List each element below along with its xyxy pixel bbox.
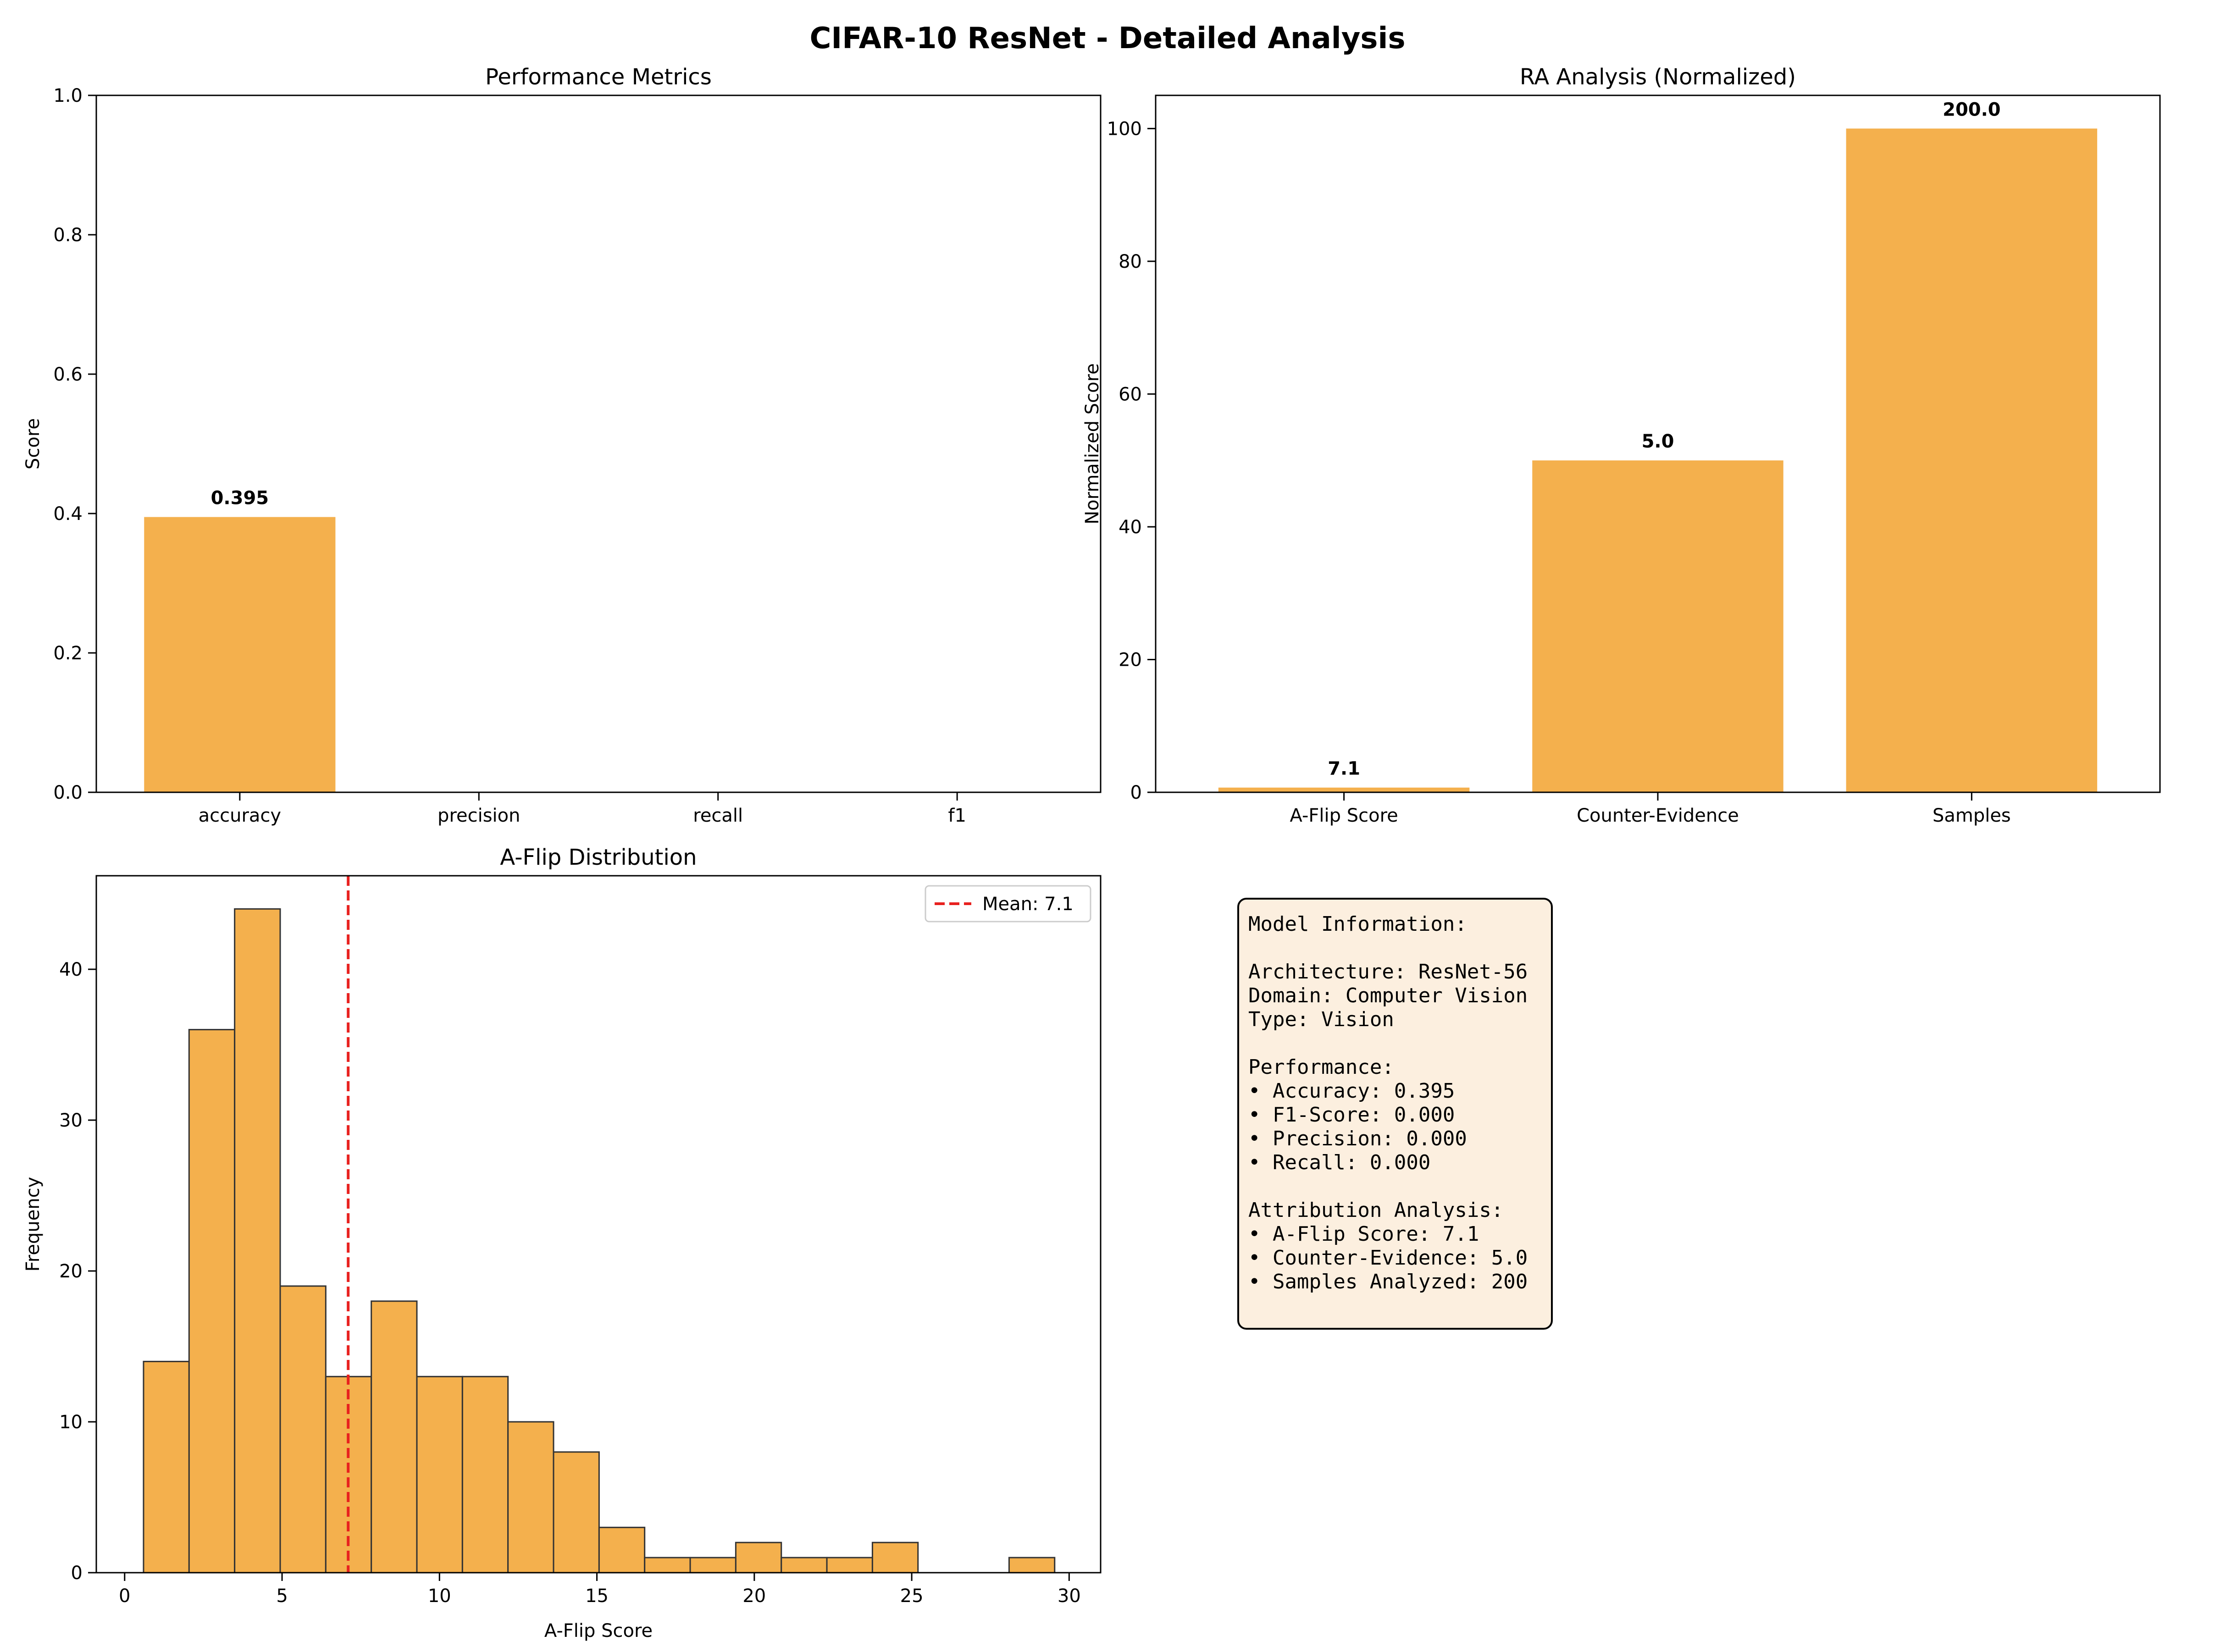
performance-xtick-label: f1 — [948, 805, 966, 826]
ra-data-label: 200.0 — [1943, 99, 2001, 120]
ra-bar-samples — [1846, 128, 2098, 792]
performance-ytick-label: 0.0 — [53, 782, 83, 803]
aflip-ytick-label: 20 — [59, 1261, 83, 1282]
aflip-legend-label: Mean: 7.1 — [982, 894, 1074, 915]
aflip-xtick-label: 25 — [900, 1586, 924, 1607]
info-line: Type: Vision — [1248, 1008, 1394, 1031]
performance-ytick-label: 0.6 — [53, 364, 83, 385]
aflip-bin — [644, 1557, 691, 1574]
aflip-ytick-label: 30 — [59, 1110, 83, 1131]
info-line: • F1-Score: 0.000 — [1248, 1103, 1455, 1127]
ra-xtick-label: Samples — [1933, 805, 2011, 826]
performance-bar-accuracy — [144, 517, 336, 792]
aflip-bin — [507, 1421, 554, 1574]
aflip-bin — [461, 1376, 509, 1574]
aflip-chart: 0 10 20 30 40 0 5 10 15 20 25 30 Mean: 7.1 A-Flip Dis… — [22, 845, 1102, 1641]
performance-ytick-label: 0.2 — [53, 643, 83, 664]
aflip-ytick-label: 10 — [59, 1412, 83, 1433]
info-line: • Accuracy: 0.395 — [1248, 1079, 1455, 1103]
aflip-bin — [826, 1557, 873, 1574]
ra-xtick-label: Counter-Evidence — [1577, 805, 1739, 826]
info-line: • Recall: 0.000 — [1248, 1151, 1430, 1174]
aflip-legend-box — [925, 885, 1091, 923]
ra-ytick-label: 0 — [1130, 782, 1142, 803]
ra-data-label: 7.1 — [1328, 758, 1360, 779]
aflip-xtick-label: 0 — [119, 1586, 130, 1607]
charts-layer: 0.0 0.2 0.4 0.6 0.8 1.0 accuracy 0.395 precision… — [22, 64, 2161, 1641]
info-line: • Counter-Evidence: 5.0 — [1248, 1246, 1528, 1270]
aflip-xtick-label: 10 — [428, 1586, 451, 1607]
performance-title: Performance Metrics — [485, 64, 712, 90]
info-line: Architecture: ResNet-56 — [1248, 960, 1528, 983]
aflip-bin — [143, 1360, 190, 1574]
ra-ylabel: Normalized Score — [1082, 363, 1103, 525]
performance-xtick-label: precision — [437, 805, 520, 826]
aflip-bin — [188, 1029, 236, 1574]
aflip-bin — [598, 1526, 646, 1574]
performance-data-label: 0.395 — [211, 488, 269, 509]
aflip-xtick-label: 5 — [276, 1586, 288, 1607]
performance-axes-frame — [95, 94, 1102, 793]
figure-title: CIFAR-10 ResNet - Detailed Analysis — [809, 22, 1405, 55]
info-box — [1237, 898, 1553, 1330]
ra-chart: 0 20 40 60 80 100 A-Flip Score 7.1 Counter-Evide… — [1082, 64, 2161, 826]
info-panel: Model Information: Architecture: ResNet-5… — [1237, 898, 1553, 1330]
aflip-axes-frame — [95, 875, 1102, 1574]
aflip-title: A-Flip Distribution — [500, 845, 697, 870]
ra-ytick-label: 100 — [1107, 118, 1142, 139]
info-line: • Precision: 0.000 — [1248, 1127, 1467, 1150]
aflip-bin — [371, 1300, 418, 1574]
ra-bar-counter-evidence — [1532, 460, 1783, 792]
info-line: Domain: Computer Vision — [1248, 984, 1528, 1007]
aflip-legend: Mean: 7.1 — [925, 885, 1091, 923]
aflip-bin — [689, 1557, 736, 1574]
performance-ylabel: Score — [22, 418, 44, 470]
aflip-ytick-label: 40 — [59, 959, 83, 980]
aflip-bin — [234, 908, 281, 1574]
info-line: • A-Flip Score: 7.1 — [1248, 1222, 1479, 1246]
ra-ytick-label: 40 — [1119, 517, 1142, 538]
performance-ytick-label: 0.4 — [53, 503, 83, 525]
performance-xtick-label: recall — [693, 805, 743, 826]
info-line: Model Information: — [1248, 912, 1467, 936]
ra-xtick-label: A-Flip Score — [1290, 805, 1398, 826]
aflip-bin — [1008, 1557, 1056, 1574]
ra-ytick-label: 60 — [1119, 384, 1142, 405]
info-line: Performance: — [1248, 1055, 1394, 1079]
aflip-bin — [416, 1376, 463, 1574]
aflip-xtick-label: 20 — [742, 1586, 766, 1607]
ra-data-label: 5.0 — [1642, 431, 1674, 452]
ra-ytick-label: 20 — [1119, 649, 1142, 670]
performance-ytick-label: 0.8 — [53, 225, 83, 246]
ra-title: RA Analysis (Normalized) — [1520, 64, 1796, 90]
aflip-bin — [553, 1451, 600, 1574]
aflip-ytick-label: 0 — [71, 1563, 83, 1584]
aflip-bin — [781, 1557, 828, 1574]
info-line: Attribution Analysis: — [1248, 1199, 1503, 1222]
ra-ytick-label: 80 — [1119, 251, 1142, 272]
aflip-xlabel: A-Flip Score — [544, 1620, 653, 1641]
aflip-ylabel: Frequency — [22, 1177, 44, 1272]
aflip-bin — [279, 1285, 327, 1574]
info-line: • Samples Analyzed: 200 — [1248, 1270, 1528, 1293]
ra-axes-frame — [1155, 94, 2161, 793]
performance-ytick-label: 1.0 — [53, 85, 83, 106]
aflip-xtick-label: 30 — [1058, 1586, 1081, 1607]
aflip-bin — [871, 1541, 919, 1574]
performance-xtick-label: accuracy — [199, 805, 281, 826]
ra-bar-a-flip-score — [1218, 787, 1470, 792]
performance-chart: 0.0 0.2 0.4 0.6 0.8 1.0 accuracy 0.395 precision… — [22, 64, 1102, 826]
aflip-xtick-label: 15 — [585, 1586, 609, 1607]
aflip-bin — [735, 1541, 782, 1574]
